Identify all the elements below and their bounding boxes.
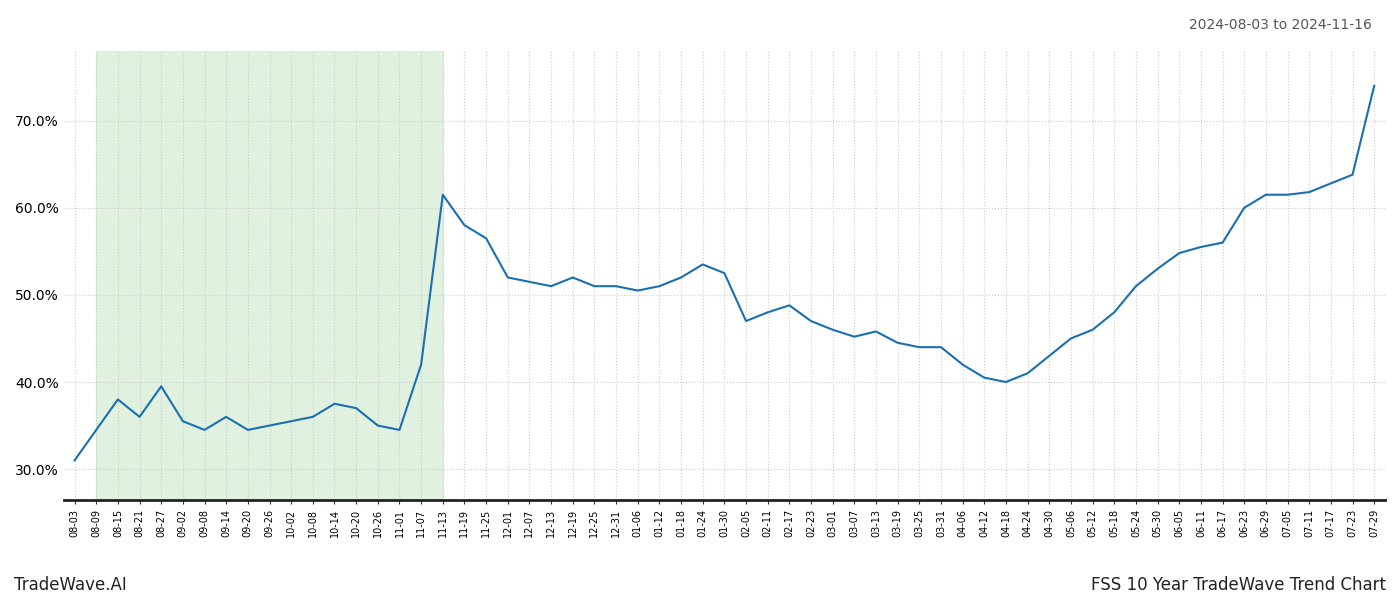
- Text: 2024-08-03 to 2024-11-16: 2024-08-03 to 2024-11-16: [1189, 18, 1372, 32]
- Text: TradeWave.AI: TradeWave.AI: [14, 576, 127, 594]
- Bar: [97, 51, 442, 500]
- Text: FSS 10 Year TradeWave Trend Chart: FSS 10 Year TradeWave Trend Chart: [1091, 576, 1386, 594]
